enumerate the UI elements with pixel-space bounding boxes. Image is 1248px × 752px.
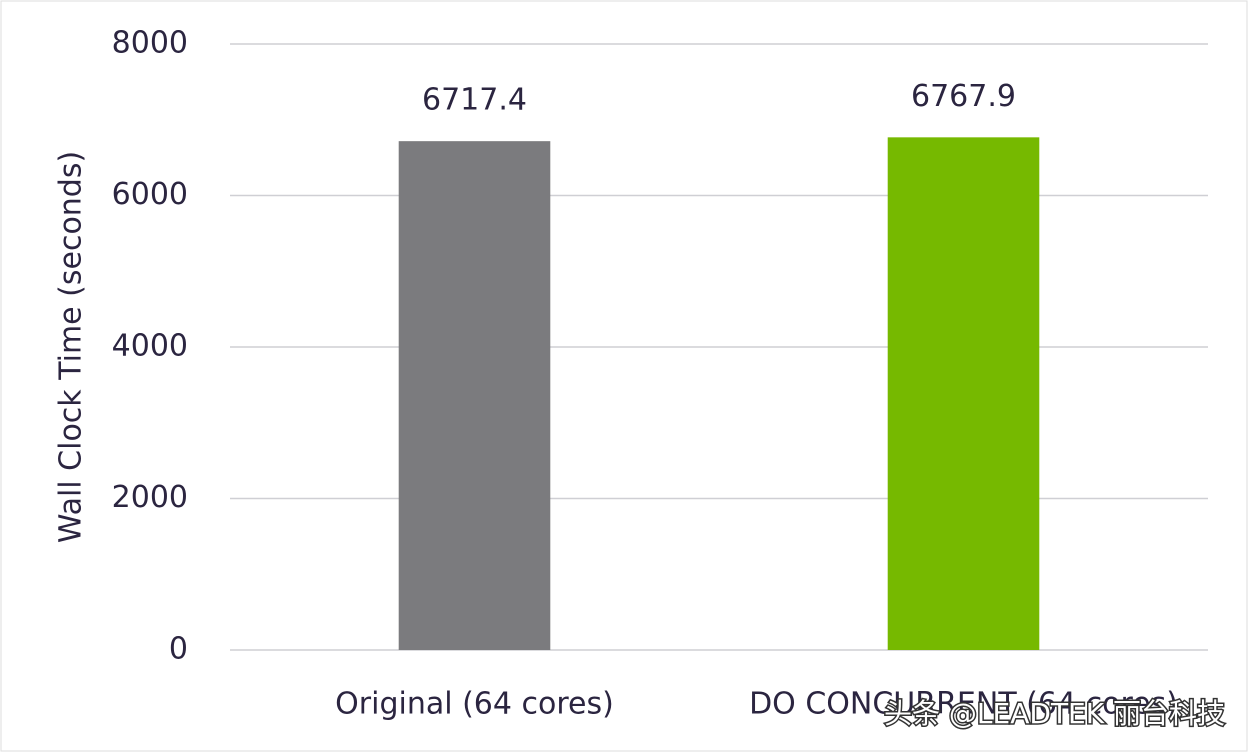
bar (398, 141, 551, 650)
y-tick-label: 0 (169, 632, 188, 667)
y-tick-label: 4000 (112, 329, 188, 364)
y-tick-label: 6000 (112, 177, 188, 212)
watermark: 头条 @LEADTEK 丽台科技 (884, 697, 1225, 730)
bar (887, 137, 1040, 651)
value-label: 6767.9 (911, 79, 1016, 114)
y-tick-label: 8000 (112, 26, 188, 61)
x-tick-label: Original (64 cores) (335, 687, 614, 722)
y-axis-label: Wall Clock Time (seconds) (54, 151, 89, 543)
value-label: 6717.4 (422, 83, 527, 118)
y-tick-label: 2000 (112, 480, 188, 515)
x-tick-label: DO CONCURRENT (64 cores) (749, 687, 1178, 722)
